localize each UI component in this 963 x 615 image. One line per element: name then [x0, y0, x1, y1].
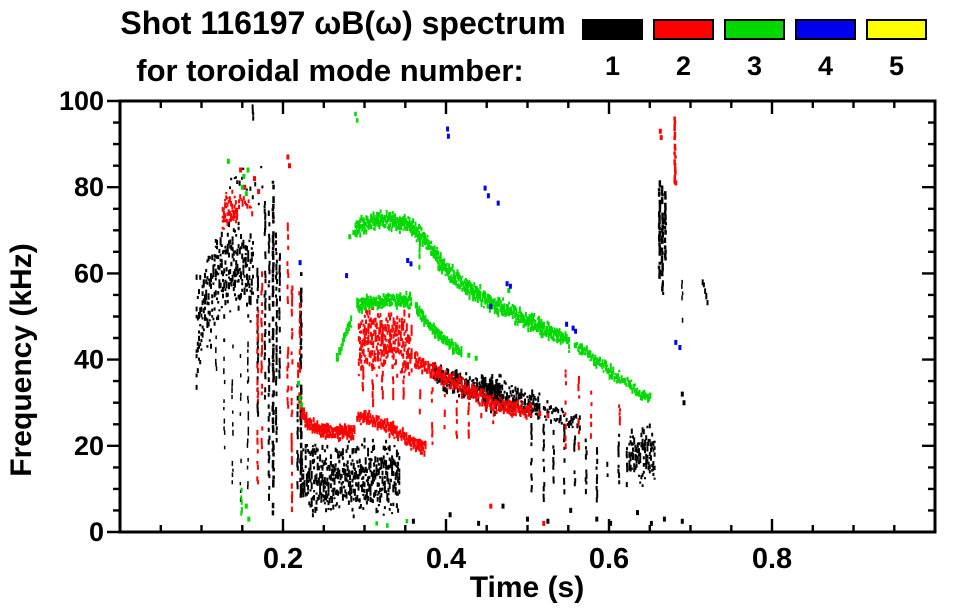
legend-label-n2: 2: [675, 51, 692, 81]
page-subtitle: for toroidal mode number:: [136, 53, 524, 88]
legend-label-n4: 4: [817, 51, 834, 81]
trace-n3-band: [414, 302, 463, 358]
trace-n1-band: [299, 437, 401, 519]
legend-item-n4: 4: [795, 19, 856, 80]
legend-swatch-n5: [866, 19, 927, 40]
legend-item-n1: 1: [582, 19, 643, 80]
legend-item-n5: 5: [866, 19, 927, 80]
legend-item-n3: 3: [724, 19, 785, 80]
legend-swatch-n4: [795, 19, 856, 40]
y-axis-label: Frequency (kHz): [5, 243, 38, 477]
trace-n4-dots: [298, 126, 682, 350]
trace-n2-band: [356, 409, 427, 457]
trace-n2-band: [414, 351, 533, 420]
trace-n2-band: [238, 194, 254, 217]
trace-n1-vlines: [657, 180, 684, 323]
trace-n3-band: [356, 290, 413, 314]
legend-label-n5: 5: [888, 51, 905, 81]
y-tick-label: 40: [74, 345, 104, 375]
axis-ticks: [107, 99, 935, 534]
trace-n3-band: [573, 342, 652, 403]
trace-n2-vlines: [418, 116, 677, 451]
legend-swatch-n3: [724, 19, 785, 40]
x-tick-label: 0.4: [426, 543, 466, 575]
trace-n2-band: [357, 309, 413, 378]
y-tick-label: 100: [59, 86, 104, 116]
legend-item-n2: 2: [653, 19, 714, 80]
trace-n2-band: [357, 305, 413, 378]
trace-n1-band: [628, 423, 656, 487]
y-tick-label: 0: [89, 517, 104, 547]
page-title: Shot 116197 ωB(ω) spectrum: [120, 5, 566, 41]
legend-label-n3: 3: [746, 51, 763, 81]
trace-n3-band: [354, 209, 571, 353]
trace-n1-band: [701, 279, 709, 306]
mode-legend: 1 2 3 4 5: [582, 19, 927, 80]
x-tick-label: 0.6: [589, 543, 629, 575]
trace-n2-band: [221, 189, 239, 230]
y-tick-label: 80: [74, 172, 104, 202]
trace-n2-band: [297, 362, 356, 443]
plot-data: [195, 104, 709, 528]
trace-n2-dots: [239, 154, 291, 194]
plot-frame: [118, 99, 937, 534]
trace-n3-dots: [297, 380, 304, 408]
legend-swatch-n2: [653, 19, 714, 40]
x-tick-label: 0.8: [752, 543, 792, 575]
y-tick-label: 20: [74, 431, 104, 461]
trace-n2-vlines: [361, 363, 405, 408]
legend-swatch-n1: [582, 19, 643, 40]
x-axis-label: Time (s): [469, 571, 585, 604]
x-tick-label: 0.2: [263, 543, 303, 575]
y-tick-label: 60: [74, 258, 104, 288]
trace-n1-band: [542, 400, 581, 431]
legend-label-n1: 1: [604, 51, 621, 81]
trace-n3-band: [335, 315, 353, 362]
